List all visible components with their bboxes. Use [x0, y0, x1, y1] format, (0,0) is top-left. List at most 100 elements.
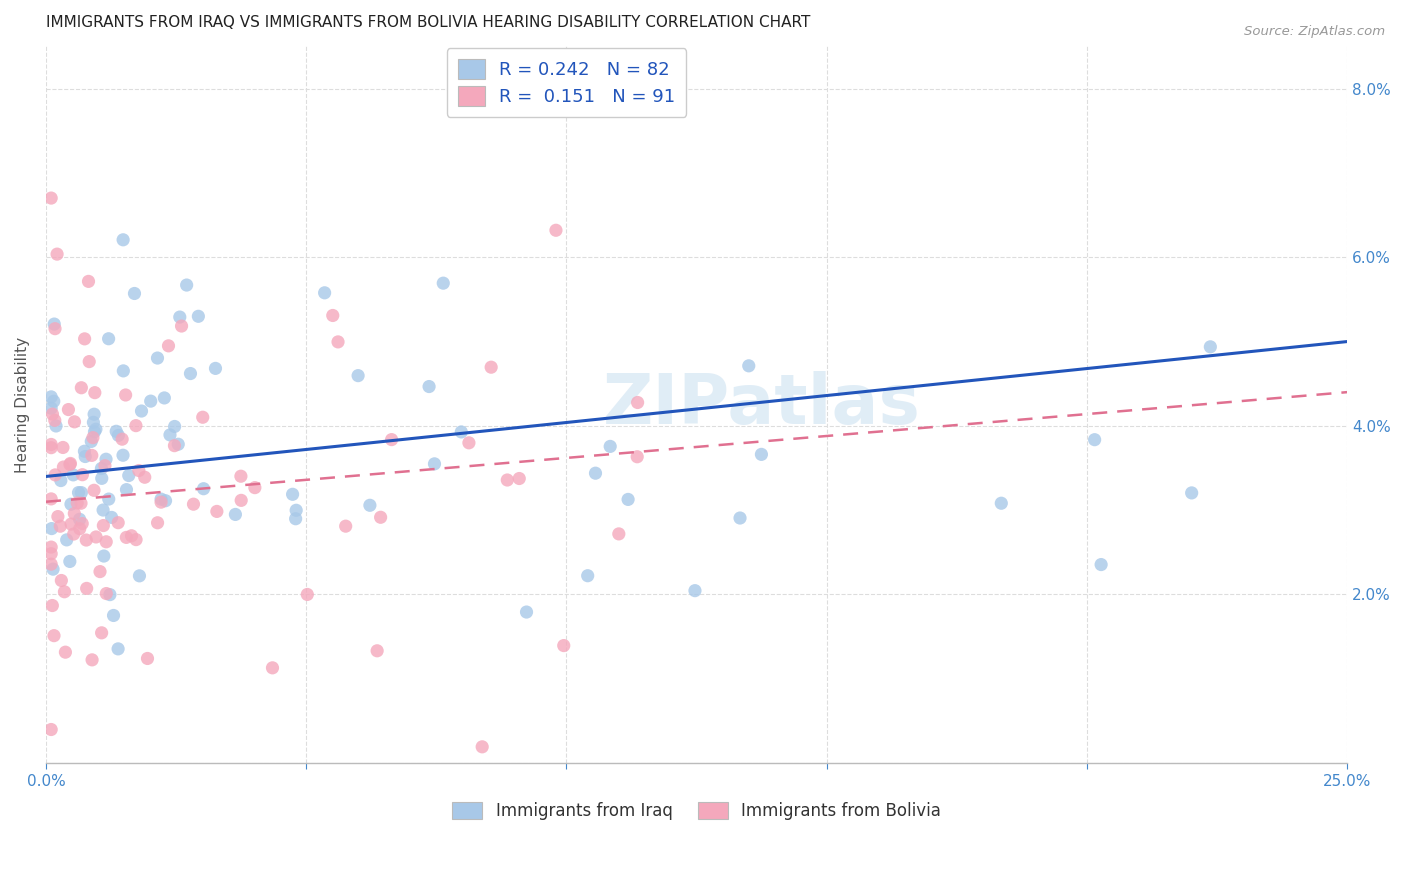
Point — [1181, 486, 1204, 500]
Point — [381, 433, 404, 447]
Point — [553, 639, 575, 653]
Point — [42, 562, 65, 576]
Point — [176, 278, 198, 293]
Point — [1084, 433, 1107, 447]
Point — [51, 574, 73, 588]
Point — [83, 407, 105, 421]
Point — [139, 394, 162, 409]
Point — [229, 469, 252, 483]
Point — [738, 359, 761, 373]
Point — [39, 491, 62, 506]
Point — [89, 565, 111, 579]
Point — [39, 723, 62, 737]
Point — [93, 518, 115, 533]
Point — [183, 497, 205, 511]
Point — [41, 522, 63, 536]
Point — [169, 310, 191, 324]
Point — [728, 511, 751, 525]
Point — [751, 447, 773, 461]
Point — [97, 332, 120, 346]
Point — [49, 519, 72, 533]
Point — [157, 339, 180, 353]
Point — [432, 276, 454, 290]
Text: Source: ZipAtlas.com: Source: ZipAtlas.com — [1244, 25, 1385, 38]
Point — [347, 368, 370, 383]
Point — [115, 483, 138, 497]
Point — [41, 407, 63, 421]
Point — [44, 317, 66, 331]
Point — [150, 495, 173, 509]
Point — [52, 441, 75, 455]
Point — [187, 310, 209, 324]
Point — [82, 415, 104, 429]
Point — [103, 608, 125, 623]
Point — [97, 492, 120, 507]
Point — [163, 419, 186, 434]
Point — [576, 568, 599, 582]
Point — [285, 503, 308, 517]
Point — [125, 533, 148, 547]
Point — [42, 629, 65, 643]
Point — [39, 191, 62, 205]
Point — [167, 437, 190, 451]
Point — [231, 493, 253, 508]
Point — [326, 334, 349, 349]
Point — [60, 517, 83, 532]
Point — [322, 309, 344, 323]
Point — [63, 507, 86, 521]
Point — [107, 641, 129, 656]
Point — [136, 651, 159, 665]
Point — [69, 522, 91, 536]
Point — [59, 457, 82, 471]
Point — [515, 605, 537, 619]
Legend: Immigrants from Iraq, Immigrants from Bolivia: Immigrants from Iraq, Immigrants from Bo… — [446, 795, 948, 827]
Point — [39, 540, 62, 554]
Point — [297, 587, 319, 601]
Point — [73, 332, 96, 346]
Point — [75, 533, 97, 547]
Point — [94, 452, 117, 467]
Point — [125, 418, 148, 433]
Point — [163, 439, 186, 453]
Point — [46, 247, 69, 261]
Point — [75, 450, 97, 464]
Point — [96, 586, 118, 600]
Point — [107, 516, 129, 530]
Point — [153, 391, 176, 405]
Point — [366, 644, 388, 658]
Point — [224, 508, 246, 522]
Point — [170, 319, 193, 334]
Point — [544, 223, 567, 237]
Point — [112, 233, 135, 247]
Point — [607, 527, 630, 541]
Point — [45, 419, 67, 434]
Point — [124, 286, 146, 301]
Point — [39, 557, 62, 571]
Point — [84, 530, 107, 544]
Point — [83, 483, 105, 498]
Point — [91, 503, 114, 517]
Point — [479, 360, 502, 375]
Point — [193, 482, 215, 496]
Point — [155, 493, 177, 508]
Point — [62, 527, 84, 541]
Point — [370, 510, 392, 524]
Point — [496, 473, 519, 487]
Point — [84, 422, 107, 436]
Point — [62, 467, 84, 482]
Point — [359, 498, 381, 512]
Point — [44, 467, 66, 482]
Point — [63, 415, 86, 429]
Point — [83, 385, 105, 400]
Point — [335, 519, 357, 533]
Point — [114, 388, 136, 402]
Point — [146, 516, 169, 530]
Point — [1090, 558, 1112, 572]
Point — [100, 510, 122, 524]
Point — [39, 437, 62, 451]
Point — [131, 404, 153, 418]
Point — [82, 431, 104, 445]
Point — [46, 509, 69, 524]
Point — [59, 497, 82, 511]
Point — [159, 428, 181, 442]
